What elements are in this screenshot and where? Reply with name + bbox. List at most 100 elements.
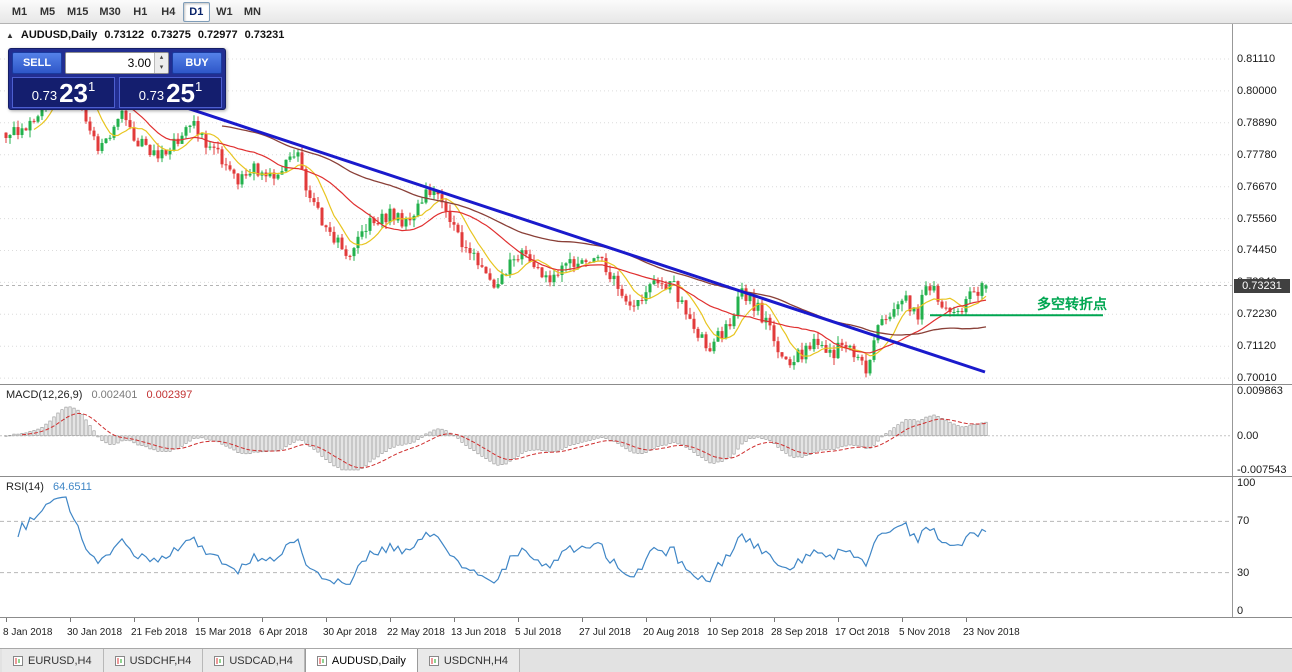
rsi-title: RSI(14) xyxy=(6,481,44,493)
buy-button[interactable]: BUY xyxy=(172,52,222,74)
price-axis-label: 0.77780 xyxy=(1237,148,1277,161)
price-axis-label: 0.81110 xyxy=(1237,52,1276,65)
price-axis-label: 0.71120 xyxy=(1237,340,1276,353)
rsi-axis-0: 0 xyxy=(1237,605,1244,617)
symbol-period-label: AUDUSD,Daily xyxy=(20,29,98,41)
volume-increase-button[interactable]: ▴ xyxy=(155,53,168,63)
panel-separator xyxy=(0,617,1292,618)
time-tick xyxy=(774,618,775,622)
ohlc-low: 0.72977 xyxy=(197,29,238,41)
tab-usdchf-h4[interactable]: USDCHF,H4 xyxy=(103,649,204,672)
time-axis-label: 13 Jun 2018 xyxy=(451,627,507,638)
chart-icon xyxy=(114,655,125,666)
rsi-line xyxy=(17,496,987,585)
price-axis-label: 0.75560 xyxy=(1237,212,1277,225)
volume-decrease-button[interactable]: ▾ xyxy=(155,63,168,73)
time-tick xyxy=(966,618,967,622)
time-tick xyxy=(454,618,455,622)
time-axis-label: 23 Nov 2018 xyxy=(963,627,1020,638)
tab-usdcnh-h4[interactable]: USDCNH,H4 xyxy=(417,649,521,672)
ma-fast-yellow xyxy=(33,74,987,357)
volume-input[interactable] xyxy=(66,53,154,73)
macd-axis-min: -0.007543 xyxy=(1237,464,1287,476)
macd-axis[interactable]: 0.009863 0.00 -0.007543 xyxy=(1232,385,1292,476)
macd-panel[interactable]: MACD(12,26,9) 0.002401 0.002397 0.009863… xyxy=(0,385,1292,476)
timeframe-m15[interactable]: M15 xyxy=(62,2,93,22)
ohlc-high: 0.73275 xyxy=(151,29,191,41)
ask-price-display[interactable]: 0.73 25 1 xyxy=(119,77,222,108)
chart-tab-bar: EURUSD,H4 USDCHF,H4 USDCAD,H4 AUDUSD,Dai… xyxy=(0,648,1292,672)
timeframe-h1[interactable]: H1 xyxy=(127,2,154,22)
timeframe-d1[interactable]: D1 xyxy=(182,1,210,22)
time-axis-label: 30 Apr 2018 xyxy=(323,627,377,638)
macd-header: MACD(12,26,9) 0.002401 0.002397 xyxy=(6,389,198,401)
descending-trendline[interactable] xyxy=(159,97,986,374)
price-axis-label: 0.76670 xyxy=(1237,180,1277,193)
volume-control: ▴ ▾ xyxy=(65,52,169,74)
time-tick xyxy=(6,618,7,622)
price-axis[interactable]: 0.73231 0.81110 0.80000 0.78890 0.77780 0.76… xyxy=(1232,24,1292,384)
macd-main-value: 0.002401 xyxy=(91,389,138,401)
macd-axis-zero: 0.00 xyxy=(1237,429,1259,442)
price-axis-label: 0.72230 xyxy=(1237,308,1277,321)
tab-usdcad-h4[interactable]: USDCAD,H4 xyxy=(203,649,305,672)
rsi-value: 64.6511 xyxy=(52,481,92,493)
time-tick xyxy=(710,618,711,622)
time-tick xyxy=(582,618,583,622)
macd-histogram xyxy=(4,406,988,471)
rsi-panel[interactable]: RSI(14) 64.6511 100 70 30 0 xyxy=(0,477,1292,617)
rsi-axis[interactable]: 100 70 30 0 xyxy=(1232,477,1292,617)
time-axis[interactable]: 8 Jan 2018 30 Jan 2018 21 Feb 2018 15 Mar 2… xyxy=(0,618,1292,648)
time-tick xyxy=(390,618,391,622)
current-price-badge: 0.73231 xyxy=(1234,278,1290,293)
timeframe-mn[interactable]: MN xyxy=(239,2,266,22)
chart-icon xyxy=(13,655,23,666)
time-tick xyxy=(70,618,71,622)
sell-button[interactable]: SELL xyxy=(12,52,62,74)
macd-signal-line xyxy=(21,412,987,469)
rsi-axis-30: 30 xyxy=(1237,566,1250,579)
ask-pipette: 1 xyxy=(195,79,203,94)
chart-symbol-header: ▲ AUDUSD,Daily 0.73122 0.73275 0.72977 0… xyxy=(6,29,284,41)
panel-separator[interactable] xyxy=(0,476,1292,477)
time-tick xyxy=(902,618,903,622)
rsi-axis-70: 70 xyxy=(1237,515,1250,528)
time-tick xyxy=(262,618,263,622)
tab-label: USDCNH,H4 xyxy=(443,654,509,667)
chart-icon xyxy=(428,655,439,666)
timeframe-m30[interactable]: M30 xyxy=(94,2,125,22)
time-axis-label: 17 Oct 2018 xyxy=(835,627,890,638)
ohlc-close: 0.73231 xyxy=(244,29,285,41)
macd-title: MACD(12,26,9) xyxy=(6,389,83,401)
ma-mid-red xyxy=(85,102,987,354)
time-tick xyxy=(838,618,839,622)
ask-big-digits: 25 xyxy=(166,78,195,108)
time-tick xyxy=(134,618,135,622)
time-tick xyxy=(646,618,647,622)
chart-icon xyxy=(316,655,327,666)
price-axis-label: 0.70010 xyxy=(1237,372,1277,384)
tab-label: EURUSD,H4 xyxy=(28,654,92,667)
time-axis-label: 20 Aug 2018 xyxy=(643,627,700,638)
bid-prefix: 0.73 xyxy=(31,88,58,103)
price-axis-label: 0.78890 xyxy=(1237,116,1277,129)
timeframe-h4[interactable]: H4 xyxy=(155,2,182,22)
rsi-axis-100: 100 xyxy=(1237,477,1256,489)
panel-separator[interactable] xyxy=(0,384,1292,385)
bid-price-display[interactable]: 0.73 23 1 xyxy=(12,77,115,108)
time-axis-label: 8 Jan 2018 xyxy=(3,627,53,638)
tab-eurusd-h4[interactable]: EURUSD,H4 xyxy=(2,649,104,672)
timeframe-w1[interactable]: W1 xyxy=(211,2,238,22)
tab-audusd-daily[interactable]: AUDUSD,Daily xyxy=(304,649,418,672)
timeframe-m5[interactable]: M5 xyxy=(34,2,61,22)
tab-label: USDCAD,H4 xyxy=(229,654,293,667)
tab-label: AUDUSD,Daily xyxy=(331,654,406,667)
oneclick-collapse-icon[interactable]: ▲ xyxy=(6,30,14,40)
price-chart-panel[interactable]: ▲ AUDUSD,Daily 0.73122 0.73275 0.72977 0… xyxy=(0,24,1292,384)
time-axis-label: 22 May 2018 xyxy=(387,627,445,638)
time-axis-label: 6 Apr 2018 xyxy=(259,627,308,638)
price-axis-label: 0.80000 xyxy=(1237,84,1277,97)
macd-chart xyxy=(0,406,1232,471)
timeframe-m1[interactable]: M1 xyxy=(6,2,33,22)
